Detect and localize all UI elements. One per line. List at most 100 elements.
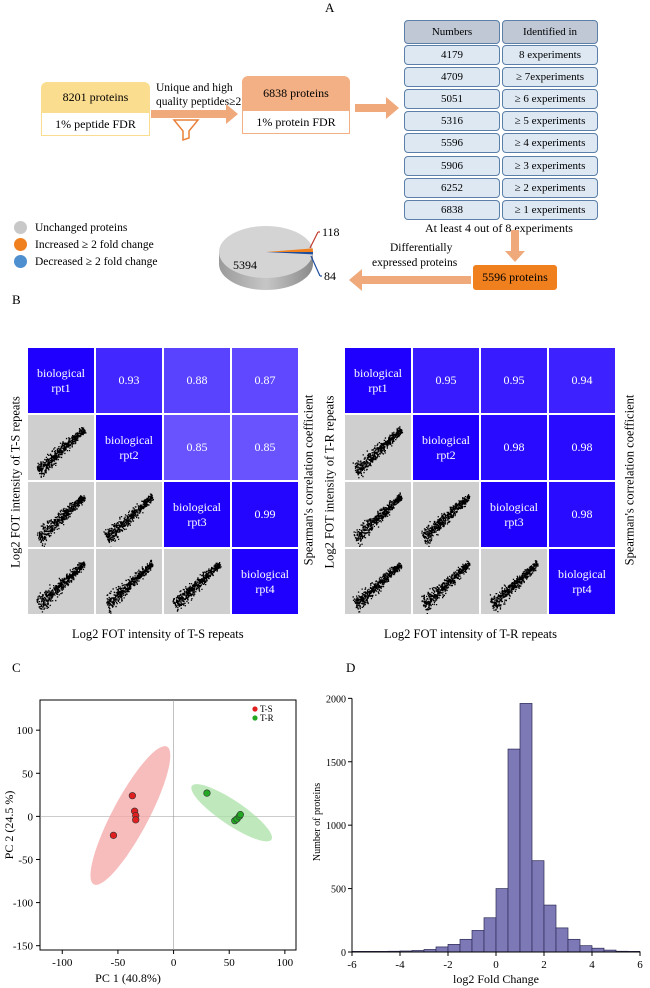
- table-cell-identified: ≥ 3 experiments: [502, 155, 598, 176]
- y-tick-label: 0: [341, 948, 346, 959]
- scatter-thumbnail-plot: [352, 426, 404, 479]
- result-box: 5596 proteins: [473, 265, 557, 290]
- x-tick-label: 0: [171, 957, 177, 969]
- scatter-thumbnail-plot: [352, 562, 403, 613]
- scatter-thumbnail-plot: [172, 562, 222, 612]
- box1-head: 8201 proteins: [41, 82, 150, 112]
- matrix-tr-xlabel: Log2 FOT intensity of T-R repeats: [384, 627, 558, 641]
- scatter-thumbnail: [344, 414, 412, 481]
- data-point-T-S: [132, 816, 140, 824]
- y-tick-label: -150: [13, 941, 34, 953]
- panel-c-letter: C: [12, 660, 21, 675]
- legend-label-T-R: T-R: [260, 713, 274, 723]
- legend-dot: [14, 221, 27, 234]
- x-tick-label: 100: [277, 957, 294, 969]
- y-tick-label: -100: [13, 898, 34, 910]
- legend-label: Unchanged proteins: [35, 221, 128, 234]
- correlation-value: 0.95: [412, 347, 480, 414]
- correlation-value: 0.85: [231, 414, 299, 481]
- legend-dot: [14, 238, 27, 251]
- confidence-ellipse-T-S: [90, 746, 171, 885]
- correlation-value: 0.94: [548, 347, 616, 414]
- table-cell-identified: ≥ 1 experiments: [502, 199, 598, 220]
- table-cell-number: 5906: [404, 155, 500, 176]
- table-cell-number: 6252: [404, 177, 500, 198]
- arrow-2: [355, 97, 399, 119]
- y-tick-label: 500: [331, 885, 346, 896]
- matrix-tr-rlabel: Spearman's correlation coefficient: [622, 394, 637, 566]
- data-point-T-S: [128, 792, 136, 800]
- diagonal-label: biological rpt1: [27, 347, 95, 414]
- x-tick-label: 2: [541, 959, 547, 971]
- histogram-bar: [471, 930, 485, 953]
- arrow-label-2: quality peptides≥2: [156, 96, 242, 108]
- x-tick-label: -2: [443, 959, 452, 971]
- scatter-thumbnail: [27, 481, 95, 548]
- panel-d-letter: D: [346, 660, 356, 675]
- legend-decreased: Decreased ≥ 2 fold change: [14, 255, 158, 268]
- diagonal-label: biological rpt4: [548, 548, 616, 615]
- scatter-thumbnail: [95, 548, 163, 615]
- correlation-value: 0.85: [163, 414, 231, 481]
- scatter-thumbnail: [344, 548, 412, 615]
- y-axis-label: PC 2 (24.5 %): [2, 791, 16, 860]
- correlation-value: 0.95: [480, 347, 548, 414]
- scatter-thumbnail: [27, 414, 95, 481]
- box1-body: 1% peptide FDR: [41, 112, 150, 136]
- correlation-value: 0.88: [163, 347, 231, 414]
- legend-label: Decreased ≥ 2 fold change: [35, 255, 158, 268]
- data-point-T-R: [236, 811, 244, 819]
- x-tick-label: -100: [52, 957, 73, 969]
- histogram-bar: [567, 938, 581, 953]
- correlation-value: 0.93: [95, 347, 163, 414]
- histogram-bar: [555, 927, 569, 953]
- box2-body: 1% protein FDR: [242, 110, 350, 134]
- scatter-thumbnail-plot: [353, 492, 403, 547]
- scatter-thumbnail-plot: [489, 560, 539, 613]
- diagonal-label: biological rpt3: [480, 481, 548, 548]
- legend-unchanged: Unchanged proteins: [14, 221, 127, 234]
- table-header-identified: Identified in: [502, 20, 598, 44]
- correlation-value: 0.98: [548, 414, 616, 481]
- table-cell-number: 5596: [404, 133, 500, 154]
- scatter-thumbnail-plot: [36, 427, 87, 478]
- panel-a-letter: A: [325, 0, 335, 15]
- histogram-bar: [435, 946, 449, 953]
- scatter-thumbnail: [95, 481, 163, 548]
- scatter-thumbnail-plot: [36, 561, 86, 613]
- correlation-value: 0.87: [231, 347, 299, 414]
- histogram-bar: [591, 947, 605, 953]
- table-cell-number: 5316: [404, 111, 500, 132]
- scatter-thumbnail: [344, 481, 412, 548]
- y-tick-label: 100: [17, 725, 34, 737]
- legend-increased: Increased ≥ 2 fold change: [14, 238, 154, 251]
- y-tick-label: -50: [18, 854, 33, 866]
- y-tick-label: 0: [28, 811, 34, 823]
- histogram-bar: [459, 938, 473, 953]
- x-tick-label: 50: [224, 957, 236, 969]
- matrix-ts-rlabel: Spearman's correlation coefficient: [301, 394, 316, 566]
- legend-label-T-S: T-S: [260, 704, 273, 714]
- pie-label-unchanged: 5394: [233, 258, 257, 272]
- data-point-T-R: [203, 789, 211, 797]
- diagonal-label: biological rpt2: [95, 414, 163, 481]
- at-least-label: At least 4 out of 8 experiments: [425, 221, 573, 235]
- table-cell-number: 4709: [404, 67, 500, 88]
- diagonal-label: biological rpt4: [231, 548, 299, 615]
- diff-label-1: Differentially: [390, 242, 453, 254]
- x-tick-label: -50: [111, 957, 126, 969]
- arrow-down: [505, 230, 525, 262]
- table-cell-identified: 8 experiments: [502, 45, 598, 65]
- x-axis-label: log2 Fold Change: [453, 972, 539, 986]
- histogram-bar: [519, 703, 533, 953]
- legend-marker-T-R: [252, 715, 258, 721]
- matrix-tr-ylabel: Log2 FOT intensity of T-R repeats: [322, 395, 337, 569]
- diagonal-label: biological rpt1: [344, 347, 412, 414]
- diagonal-label: biological rpt3: [163, 481, 231, 548]
- table-cell-identified: ≥ 5 experiments: [502, 111, 598, 132]
- scatter-thumbnail-plot: [106, 559, 154, 614]
- x-axis-label: PC 1 (40.8%): [95, 971, 161, 985]
- x-tick-label: -4: [395, 959, 405, 971]
- funnel-icon: [172, 119, 200, 142]
- correlation-value: 0.98: [480, 414, 548, 481]
